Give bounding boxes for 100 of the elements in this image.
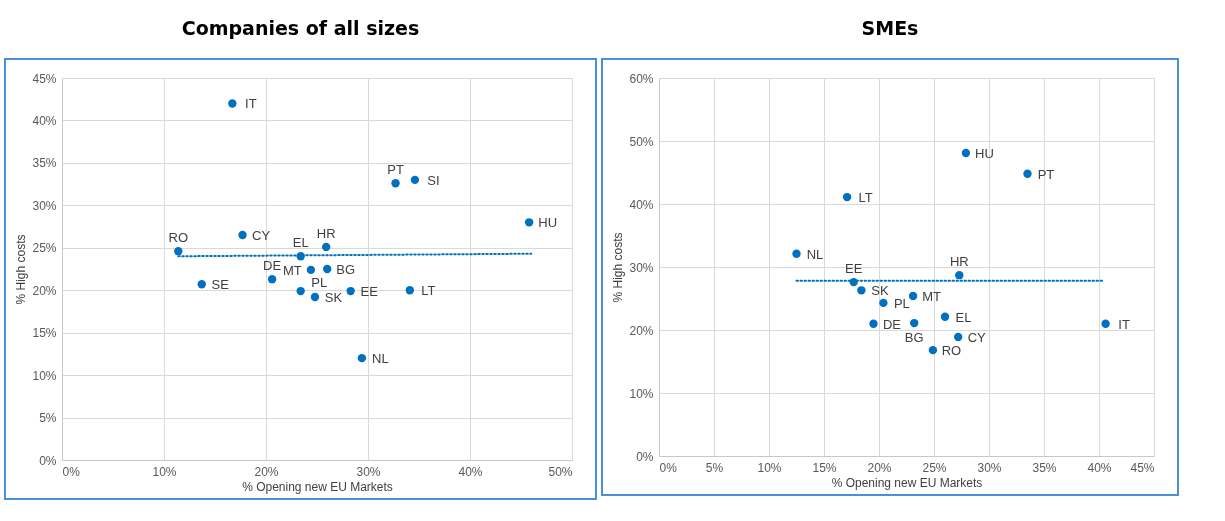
point: [174, 247, 183, 256]
annotation: EE: [845, 261, 863, 277]
point: [228, 99, 237, 108]
x-axis-title: % Opening new EU Markets: [242, 479, 393, 494]
x-tick-label: 5%: [705, 460, 724, 475]
y-tick-label: 40%: [629, 197, 654, 212]
y-tick-label: 60%: [629, 71, 654, 86]
annotation: NL: [806, 246, 824, 262]
y-tick-label: 50%: [629, 134, 654, 149]
point: [792, 249, 801, 258]
point: [238, 230, 247, 240]
x-tick-label: 45%: [1130, 460, 1155, 475]
point: [346, 286, 355, 296]
x-tick-label: 30%: [356, 464, 381, 479]
annotation: CY: [967, 329, 987, 345]
point: [405, 286, 414, 295]
annotation: NL: [372, 351, 389, 367]
point: [908, 291, 918, 301]
y-tick-label: 30%: [629, 260, 654, 275]
annotation: SK: [871, 283, 889, 299]
x-axis-title: % Opening new EU Markets: [831, 475, 983, 490]
point: [524, 218, 534, 227]
annotation: MT: [282, 262, 302, 278]
point: [323, 264, 332, 274]
y-tick-label: 0%: [636, 449, 654, 464]
annotation: HR: [949, 254, 969, 270]
point: [391, 179, 400, 188]
y-tick-label: 10%: [32, 368, 57, 383]
y-tick-label: 10%: [629, 386, 654, 401]
annotation: SE: [211, 277, 230, 293]
point: [306, 265, 316, 275]
annotation: BG: [904, 330, 924, 346]
annotation: DE: [263, 258, 282, 274]
x-tick-label: 50%: [548, 464, 573, 479]
y-tick-label: 20%: [32, 283, 57, 298]
x-tick-label: 40%: [458, 464, 483, 479]
annotation: LT: [858, 190, 873, 206]
point: [954, 332, 963, 342]
annotation: LT: [421, 283, 436, 299]
point: [857, 286, 866, 295]
x-tick-label: 35%: [1032, 460, 1057, 475]
annotation: PL: [893, 295, 910, 311]
annotation: SK: [324, 290, 343, 306]
x-tick-label: 40%: [1087, 460, 1112, 475]
annotation: RO: [168, 230, 189, 246]
x-tick-label: 0%: [659, 460, 678, 475]
annotation: BG: [336, 262, 356, 277]
point: [928, 345, 938, 355]
y-tick-label: 35%: [32, 156, 57, 171]
x-tick-label: 20%: [254, 464, 279, 479]
y-tick-label: 30%: [32, 198, 57, 213]
x-tick-label: 20%: [867, 460, 892, 475]
y-axis-title: % High costs: [611, 232, 626, 303]
annotation: EL: [292, 235, 309, 251]
point: [1023, 169, 1032, 178]
annotation: MT: [922, 288, 942, 304]
x-tick-label: 10%: [757, 460, 782, 475]
x-tick-label: 30%: [977, 460, 1002, 475]
point: [910, 318, 919, 328]
annotation: IT: [1118, 316, 1130, 332]
annotation: HU: [975, 145, 994, 161]
annotation: DE: [882, 316, 902, 332]
point: [410, 175, 420, 185]
point: [1101, 319, 1110, 328]
annotation: IT: [245, 96, 257, 112]
point: [267, 275, 277, 284]
annotation: EE: [360, 284, 379, 300]
annotation: CY: [252, 228, 271, 244]
y-tick-label: 15%: [32, 326, 57, 341]
point: [955, 271, 964, 280]
annotation: PL: [311, 275, 328, 291]
annotation: HU: [538, 215, 558, 231]
annotation: PT: [387, 162, 404, 178]
point: [322, 242, 331, 252]
point: [940, 312, 950, 321]
chart-title: SMEs: [861, 16, 919, 41]
point: [879, 298, 888, 308]
annotation: PT: [1037, 166, 1055, 182]
x-tick-label: 10%: [152, 464, 177, 479]
y-tick-label: 20%: [629, 323, 654, 338]
point: [296, 286, 305, 296]
x-tick-label: 15%: [812, 460, 837, 475]
point: [869, 319, 878, 328]
annotation: SI: [427, 172, 440, 188]
chart-title: Companies of all sizes: [181, 16, 420, 41]
point: [310, 292, 320, 302]
y-tick-label: 40%: [32, 113, 57, 128]
y-tick-label: 5%: [39, 411, 57, 426]
y-tick-label: 45%: [32, 71, 57, 86]
x-tick-label: 25%: [922, 460, 947, 475]
y-axis-title: % High costs: [14, 234, 29, 305]
x-tick-label: 0%: [62, 464, 81, 479]
point: [197, 280, 206, 289]
annotation: HR: [316, 225, 336, 241]
y-tick-label: 25%: [32, 241, 57, 256]
point: [842, 192, 852, 202]
annotation: EL: [955, 309, 972, 325]
annotation: RO: [941, 343, 962, 359]
point: [961, 148, 971, 158]
point: [357, 353, 367, 363]
